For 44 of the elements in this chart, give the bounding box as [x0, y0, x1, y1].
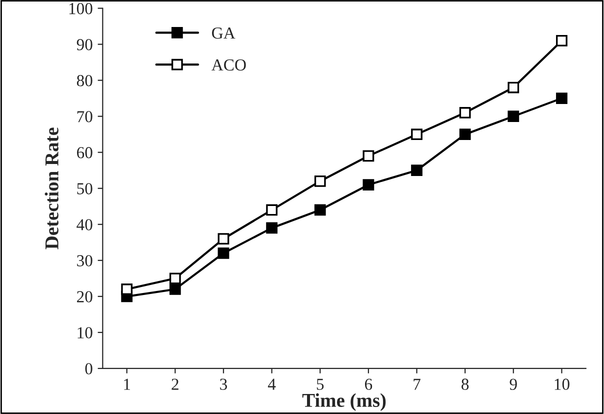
x-tick-label: 3 — [220, 378, 227, 390]
x-tick-label: 6 — [364, 378, 372, 390]
point — [169, 284, 181, 295]
point — [556, 92, 568, 104]
y-tick-label: 80 — [76, 75, 92, 86]
y-tick-label: 40 — [76, 219, 92, 230]
x-tick-label: 8 — [462, 378, 469, 390]
y-tick-label: 20 — [77, 291, 92, 302]
point — [508, 110, 520, 122]
y-tick-label: 90 — [76, 38, 92, 50]
y-tick-label: 10 — [78, 327, 92, 338]
x-tick-label: 4 — [268, 378, 276, 390]
x-tick-label: 5 — [316, 378, 324, 390]
point — [121, 284, 133, 295]
y-tick-label: 30 — [77, 255, 92, 266]
point — [266, 204, 278, 216]
y-axis-title: Detection Rate — [44, 128, 58, 250]
point — [508, 82, 520, 94]
legend-label: GA — [212, 28, 236, 39]
point — [314, 204, 326, 216]
y-tick-label: 70 — [77, 111, 92, 122]
legend-label: ACO — [212, 59, 246, 71]
x-tick-label: 9 — [510, 378, 517, 390]
point — [266, 222, 278, 234]
point — [362, 150, 374, 162]
x-tick-label: 2 — [172, 378, 178, 390]
point — [459, 128, 471, 140]
point — [362, 179, 374, 190]
y-tick-label: 60 — [77, 147, 92, 158]
point — [556, 35, 568, 46]
x-tick-label: 1 — [124, 378, 130, 390]
point — [314, 175, 326, 187]
point — [218, 233, 230, 244]
x-tick-label: 7 — [414, 378, 420, 390]
point — [169, 272, 181, 284]
x-tick-label: 10 — [554, 378, 570, 390]
point — [411, 164, 422, 176]
y-tick-label: 100 — [69, 2, 92, 14]
y-tick-label: 50 — [77, 183, 92, 194]
y-tick-label: 0 — [85, 363, 92, 374]
point — [218, 248, 230, 259]
x-axis-title: Time (ms) — [302, 393, 386, 411]
point — [459, 107, 471, 118]
point — [411, 128, 422, 140]
